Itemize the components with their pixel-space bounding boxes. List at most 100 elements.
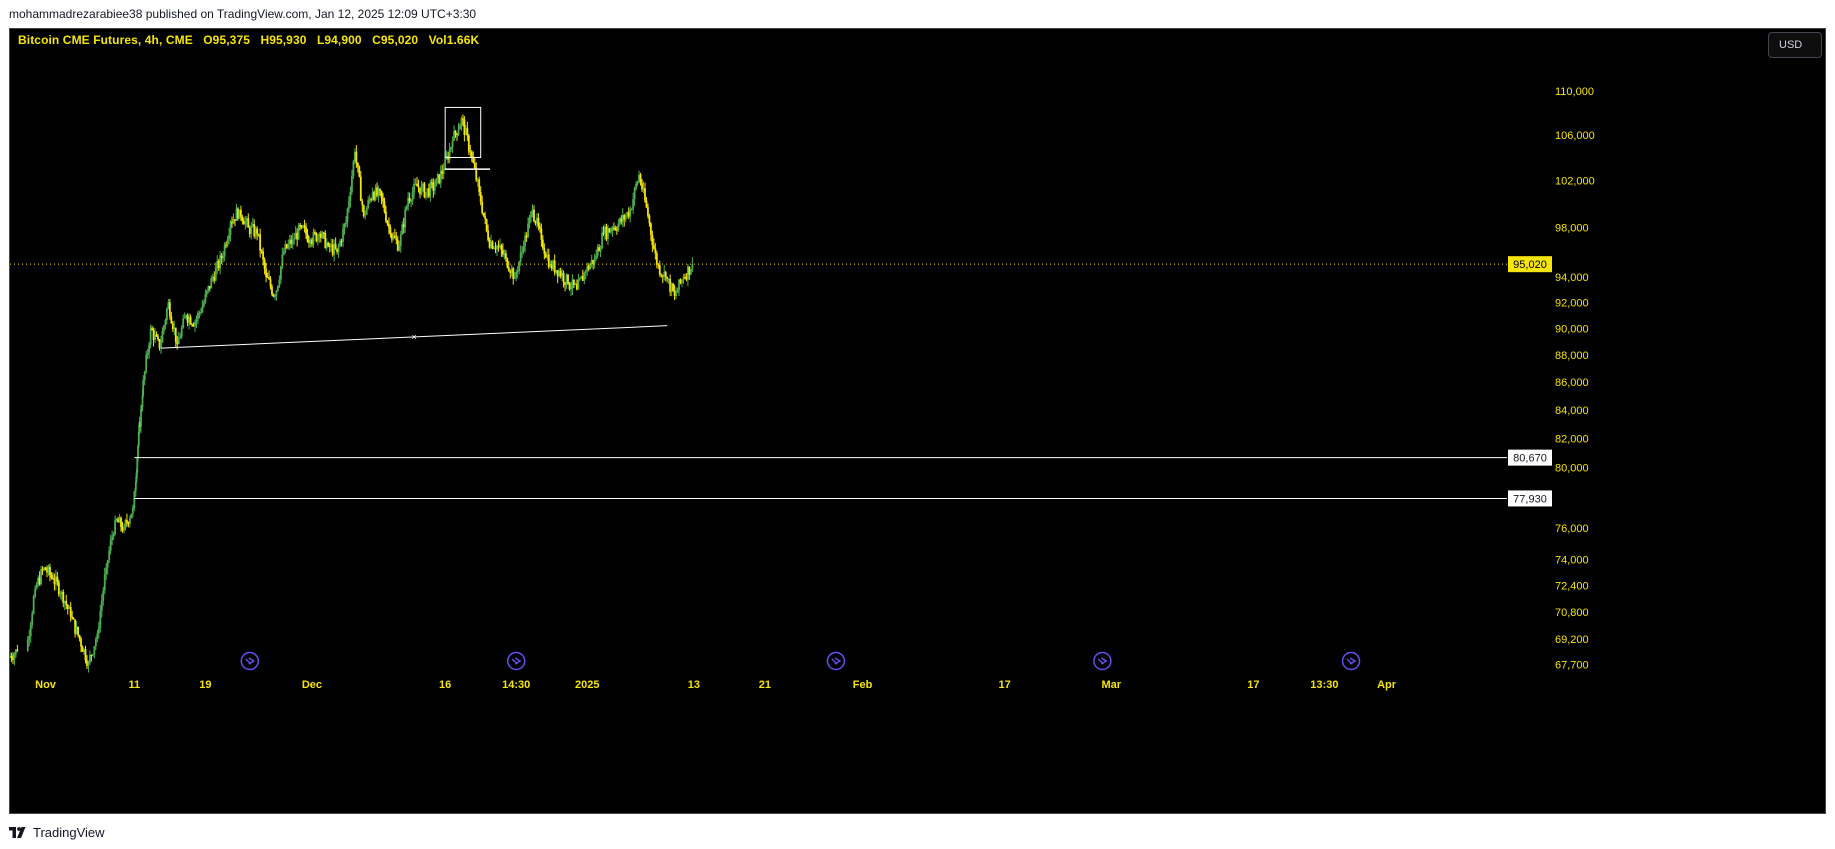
legend-open: O95,375 xyxy=(203,33,250,47)
range-box xyxy=(444,106,482,158)
candle-body xyxy=(50,575,53,578)
candle-body xyxy=(451,140,454,148)
candle-body xyxy=(232,219,235,224)
candle-body xyxy=(410,200,413,202)
candle-body xyxy=(168,302,171,317)
y-axis-tick-label: 70,800 xyxy=(1555,607,1589,619)
candle-body xyxy=(550,264,553,269)
candle-body xyxy=(46,570,48,573)
legend-symbol[interactable]: Bitcoin CME Futures, 4h, CME xyxy=(18,33,193,47)
level-price-label: 77,930 xyxy=(1513,493,1547,505)
candle-body xyxy=(87,662,90,666)
candle-body xyxy=(361,200,364,206)
price-chart[interactable]: 110,000 106,000 102,000 98,000 94,000 92,000 9… xyxy=(10,29,1825,813)
candle-body xyxy=(462,118,464,120)
candle-body xyxy=(195,319,198,322)
candle-body xyxy=(238,209,241,219)
candle-body xyxy=(417,186,420,188)
candle-body xyxy=(613,227,615,229)
candle-body xyxy=(673,290,676,296)
candle-body xyxy=(192,324,195,327)
candle-body xyxy=(577,279,580,290)
candle-body xyxy=(393,235,396,238)
candle-body xyxy=(143,371,146,381)
candle-body xyxy=(376,187,378,196)
candle-body xyxy=(574,284,577,286)
candle-body xyxy=(294,232,297,240)
y-axis-tick-label: 94,000 xyxy=(1555,272,1589,284)
candle-body xyxy=(12,658,14,660)
candle-body xyxy=(658,265,661,275)
candle-body xyxy=(32,596,35,614)
y-axis-tick-label: 92,000 xyxy=(1555,297,1589,309)
candle-body xyxy=(309,239,312,243)
candle-body xyxy=(356,162,359,167)
candle-body xyxy=(111,536,114,541)
candle-body xyxy=(348,200,350,209)
candle-body xyxy=(245,218,248,221)
candle-body xyxy=(16,649,19,651)
candle-body xyxy=(297,224,300,240)
candle-body xyxy=(53,578,56,585)
candle-body xyxy=(531,209,534,213)
candle-body xyxy=(65,601,68,605)
event-marker-icon[interactable] xyxy=(826,651,846,671)
candle-body xyxy=(177,338,180,345)
candle-body xyxy=(141,395,144,408)
published-info: mohammadrezarabiee38 published on Tradin… xyxy=(9,7,477,21)
chart-pane[interactable]: 110,000 106,000 102,000 98,000 94,000 92,000 9… xyxy=(9,28,1826,814)
event-marker-icon[interactable] xyxy=(1093,651,1112,671)
candle-body xyxy=(35,584,38,589)
candle-body xyxy=(491,241,494,249)
candle-body xyxy=(618,218,621,224)
candle-body xyxy=(399,234,402,246)
candle-body xyxy=(266,276,269,278)
candle-body xyxy=(287,243,290,249)
candle-body xyxy=(213,276,216,281)
candle-body xyxy=(521,251,524,253)
candle-body xyxy=(210,277,213,289)
candle-body xyxy=(488,239,491,248)
candle-body xyxy=(234,219,236,221)
candle-body xyxy=(173,327,176,329)
candle-body xyxy=(314,232,316,234)
candle-body xyxy=(374,187,377,200)
candle-body xyxy=(367,200,370,208)
candle-body xyxy=(248,227,251,234)
x-axis-tick-label: 19 xyxy=(199,679,211,691)
candle-body xyxy=(383,201,386,212)
y-axis-tick-label: 74,000 xyxy=(1555,555,1589,567)
event-marker-icon[interactable] xyxy=(1341,651,1361,671)
x-axis-tick-label: 2025 xyxy=(575,679,599,691)
candle-body xyxy=(429,182,432,197)
event-marker-icon[interactable] xyxy=(240,651,260,671)
candle-body xyxy=(581,276,584,281)
candle-body xyxy=(225,244,228,246)
candle-body xyxy=(134,481,137,491)
candle-body xyxy=(362,205,365,216)
y-axis-tick-label: 86,000 xyxy=(1555,377,1589,389)
candle-body xyxy=(484,215,487,220)
candle-body xyxy=(77,626,79,636)
candle-body xyxy=(407,197,410,207)
candle-body xyxy=(419,187,421,195)
candle-body xyxy=(262,251,265,260)
candle-body xyxy=(537,217,540,227)
candle-body xyxy=(467,135,470,152)
candle-body xyxy=(59,593,62,595)
candle-body xyxy=(279,266,282,280)
candle-body xyxy=(135,472,138,482)
candle-body xyxy=(90,654,93,656)
candle-body xyxy=(69,607,72,617)
candle-body xyxy=(414,183,417,185)
candle-body xyxy=(336,248,339,253)
candle-body xyxy=(149,328,152,345)
candle-body xyxy=(405,206,408,210)
currency-button[interactable]: USD xyxy=(1768,32,1822,58)
candle-body xyxy=(299,224,302,226)
candle-body xyxy=(160,342,162,349)
candle-body xyxy=(460,118,463,125)
event-marker-icon[interactable] xyxy=(506,651,526,671)
candle-body xyxy=(96,633,99,640)
candle-body xyxy=(604,226,606,234)
